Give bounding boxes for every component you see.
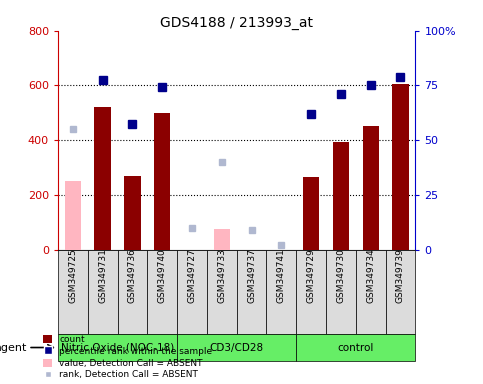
Text: GSM349733: GSM349733	[217, 248, 226, 303]
Bar	[385, 250, 415, 334]
Text: GSM349740: GSM349740	[158, 248, 167, 303]
Bar	[124, 176, 141, 250]
Legend: count, percentile rank within the sample, value, Detection Call = ABSENT, rank, : count, percentile rank within the sample…	[43, 335, 213, 379]
Bar	[95, 108, 111, 250]
Bar	[237, 250, 267, 334]
Bar	[117, 250, 147, 334]
Bar	[177, 250, 207, 334]
Bar	[58, 334, 177, 361]
Bar	[363, 126, 379, 250]
Text: agent: agent	[0, 343, 27, 353]
Text: GSM349731: GSM349731	[98, 248, 107, 303]
Text: GSM349736: GSM349736	[128, 248, 137, 303]
Title: GDS4188 / 213993_at: GDS4188 / 213993_at	[160, 16, 313, 30]
Bar	[177, 334, 296, 361]
Bar	[207, 250, 237, 334]
Bar	[356, 250, 385, 334]
Text: GSM349734: GSM349734	[366, 248, 375, 303]
Text: GSM349729: GSM349729	[307, 248, 315, 303]
Bar	[88, 250, 117, 334]
Bar	[333, 142, 349, 250]
Bar	[147, 250, 177, 334]
Bar	[392, 84, 409, 250]
Bar	[296, 334, 415, 361]
Bar	[65, 181, 81, 250]
Bar	[303, 177, 319, 250]
Text: Nitric Oxide (NOC-18): Nitric Oxide (NOC-18)	[61, 343, 174, 353]
Bar	[267, 250, 296, 334]
Text: GSM349737: GSM349737	[247, 248, 256, 303]
Bar	[58, 250, 88, 334]
Bar	[154, 113, 170, 250]
Text: GSM349727: GSM349727	[187, 248, 197, 303]
Text: GSM349741: GSM349741	[277, 248, 286, 303]
Text: control: control	[338, 343, 374, 353]
Text: GSM349725: GSM349725	[69, 248, 77, 303]
Bar	[296, 250, 326, 334]
Text: GSM349739: GSM349739	[396, 248, 405, 303]
Text: CD3/CD28: CD3/CD28	[210, 343, 264, 353]
Text: GSM349730: GSM349730	[337, 248, 345, 303]
Bar	[213, 229, 230, 250]
Bar	[326, 250, 356, 334]
